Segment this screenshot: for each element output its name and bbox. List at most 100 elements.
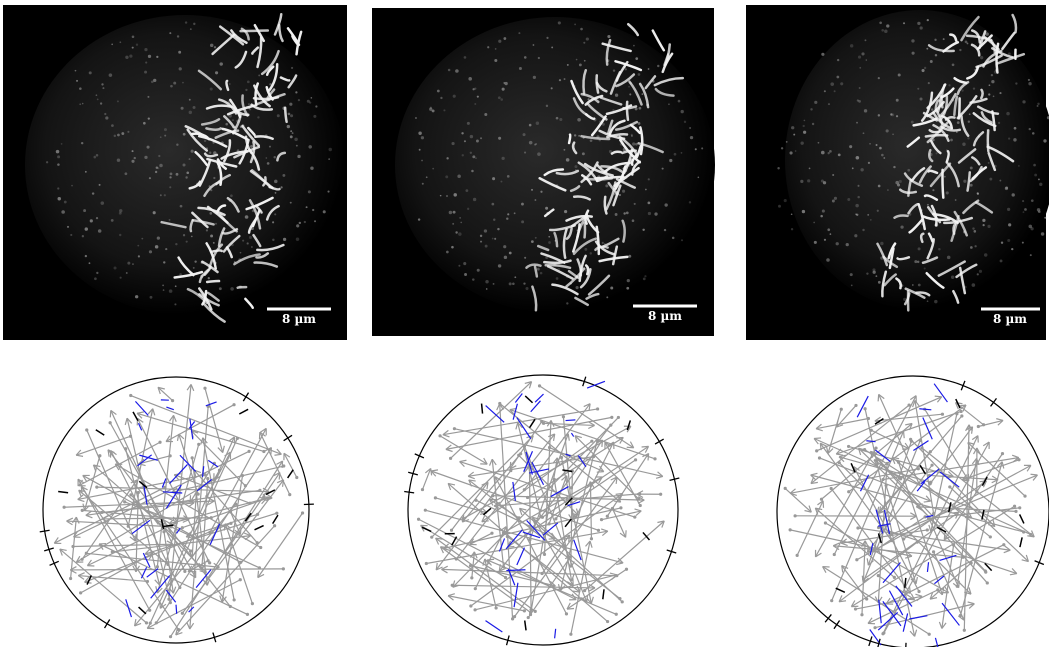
filament (202, 479, 208, 570)
speckle (648, 178, 650, 180)
speckle (432, 168, 434, 170)
speckle (1006, 112, 1010, 116)
minus-end (909, 438, 912, 441)
speckle (492, 203, 495, 206)
speckle (859, 67, 861, 69)
speckle (79, 87, 82, 90)
minus-end (124, 447, 127, 450)
speckle (931, 108, 933, 110)
speckle (834, 197, 837, 200)
speckle (485, 280, 488, 283)
minus-end (606, 620, 609, 623)
minus-end (95, 486, 98, 489)
minus-end (474, 587, 477, 590)
arrowhead (814, 438, 821, 439)
speckle (296, 145, 298, 147)
speckle (225, 123, 228, 126)
filament (205, 388, 223, 452)
filament (285, 108, 286, 122)
filament (206, 128, 220, 129)
motor (1020, 514, 1024, 523)
arrowhead (160, 601, 161, 608)
speckle (273, 156, 275, 158)
filament (448, 596, 524, 611)
speckle (535, 199, 537, 201)
arrowhead (836, 454, 843, 455)
speckle (886, 24, 889, 27)
speckle (545, 207, 548, 210)
speckle (120, 277, 122, 279)
speckle (864, 109, 867, 112)
filament (70, 569, 283, 570)
speckle (147, 96, 149, 98)
speckle (245, 215, 249, 219)
speckle (642, 229, 644, 231)
minus-end (830, 599, 833, 602)
speckle (89, 71, 92, 74)
speckle (934, 300, 937, 303)
speckle (1028, 79, 1030, 81)
minus-end (977, 425, 980, 428)
speckle (546, 37, 548, 39)
bundled-filament (927, 562, 928, 572)
minus-end (609, 424, 612, 427)
speckle (440, 97, 442, 99)
speckle (164, 128, 167, 131)
speckle (143, 122, 146, 125)
bundled-filament (170, 464, 188, 483)
speckle (648, 202, 651, 205)
filament (964, 425, 969, 631)
speckle (802, 210, 805, 213)
speckle (503, 245, 506, 248)
motor (525, 620, 526, 630)
arrowhead (568, 434, 569, 441)
speckle (866, 272, 868, 274)
speckle (85, 171, 87, 173)
speckle (878, 114, 880, 116)
filament (596, 177, 624, 178)
arrowhead (443, 435, 450, 437)
arrowhead (915, 630, 917, 637)
minus-end (1002, 543, 1005, 546)
speckle (437, 90, 440, 93)
speckle (283, 238, 286, 241)
speckle (245, 89, 247, 91)
minus-end (570, 486, 573, 489)
speckle (1022, 100, 1025, 103)
bundled-filament (141, 567, 146, 578)
speckle (117, 158, 120, 161)
speckle (615, 213, 618, 216)
minus-end (275, 512, 278, 515)
speckle (664, 229, 666, 231)
speckle (927, 204, 929, 206)
speckle (584, 60, 586, 62)
speckle (988, 93, 990, 95)
speckle (295, 91, 297, 93)
speckle (494, 238, 496, 240)
speckle (329, 148, 332, 151)
speckle (257, 116, 259, 118)
speckle (578, 135, 580, 137)
speckle (99, 184, 101, 186)
motor (239, 409, 248, 414)
speckle (580, 28, 583, 31)
arrowhead (591, 597, 593, 604)
speckle (507, 175, 510, 178)
speckle (920, 26, 923, 29)
speckle (857, 185, 859, 187)
simulation (40, 377, 314, 643)
speckle (141, 238, 143, 240)
filament (828, 409, 841, 453)
minus-end (963, 629, 966, 632)
arrowhead (174, 415, 177, 421)
minus-end (273, 524, 276, 527)
minus-end (129, 394, 132, 397)
speckle (963, 180, 966, 183)
speckle (155, 245, 158, 248)
arrowhead (952, 512, 959, 513)
speckle (1043, 139, 1046, 142)
minus-end (148, 609, 151, 612)
speckle (531, 240, 534, 243)
speckle (836, 76, 839, 79)
speckle (582, 152, 585, 155)
